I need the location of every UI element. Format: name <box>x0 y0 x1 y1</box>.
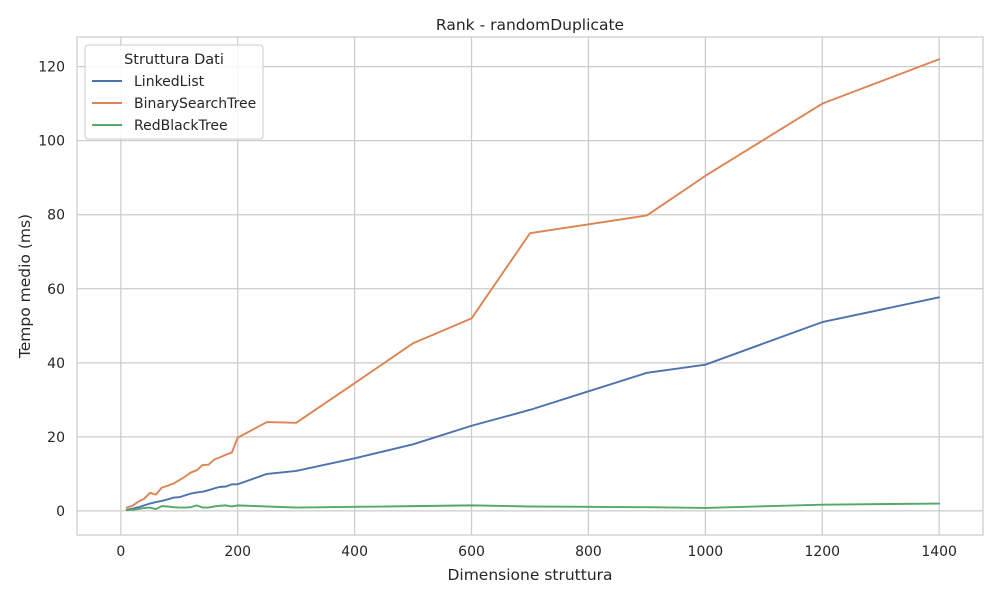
series-layer <box>125 58 941 512</box>
chart-title: Rank - randomDuplicate <box>436 16 624 34</box>
y-tick-label: 100 <box>38 134 65 150</box>
y-axis-label: Tempo medio (ms) <box>16 214 34 359</box>
x-tick-label: 0 <box>116 544 125 560</box>
legend: Struttura Dati LinkedList BinarySearchTre… <box>84 44 264 140</box>
series-line-redblacktree <box>125 502 941 512</box>
x-tick-label: 800 <box>575 544 602 560</box>
legend-label-redblacktree: RedBlackTree <box>134 118 228 134</box>
y-tick-label: 120 <box>38 60 65 76</box>
y-axis-ticks: 0 20 40 60 80 100 120 <box>38 60 65 520</box>
series-line-linkedlist <box>125 296 941 511</box>
x-tick-label: 1000 <box>688 544 724 560</box>
grid <box>77 37 983 535</box>
legend-items: LinkedList BinarySearchTree RedBlackTree <box>92 74 256 134</box>
x-tick-label: 1200 <box>804 544 840 560</box>
y-tick-label: 0 <box>56 504 65 520</box>
y-tick-label: 60 <box>47 282 65 298</box>
x-axis-label: Dimensione struttura <box>447 566 612 584</box>
x-tick-label: 200 <box>224 544 251 560</box>
legend-frame <box>84 44 264 140</box>
legend-title: Struttura Dati <box>124 52 224 68</box>
y-tick-label: 20 <box>47 430 65 446</box>
x-tick-label: 600 <box>458 544 485 560</box>
x-tick-label: 1400 <box>921 544 957 560</box>
y-tick-label: 40 <box>47 356 65 372</box>
plot-frame <box>76 36 984 536</box>
x-tick-label: 400 <box>341 544 368 560</box>
legend-label-linkedlist: LinkedList <box>134 74 205 90</box>
legend-label-binarysearchtree: BinarySearchTree <box>134 96 256 112</box>
x-axis-ticks: 0 200 400 600 800 1000 1200 1400 <box>116 544 957 560</box>
y-tick-label: 80 <box>47 208 65 224</box>
series-line-binarysearchtree <box>125 58 941 509</box>
